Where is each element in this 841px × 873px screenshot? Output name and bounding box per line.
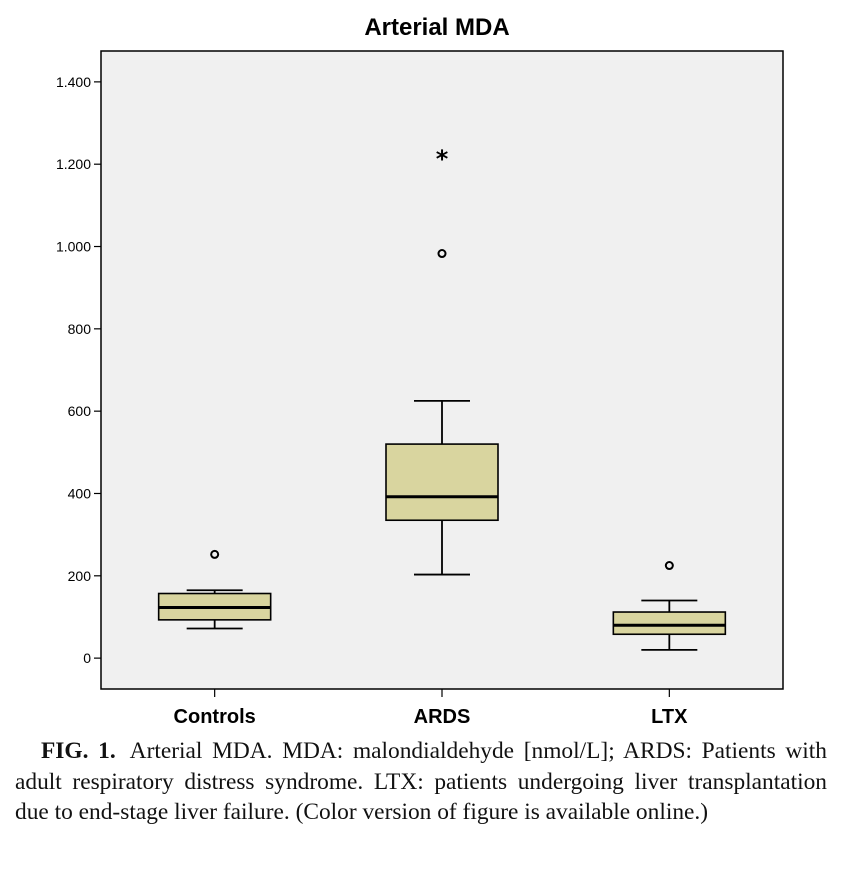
- y-tick-label: 1.400: [56, 74, 91, 90]
- plot-area: [100, 50, 784, 690]
- box-iqr: [385, 443, 499, 522]
- outlier-circle: [437, 249, 447, 259]
- x-category-label: ARDS: [414, 706, 471, 728]
- box-controls: [157, 549, 272, 630]
- box-ards: *: [385, 145, 499, 576]
- figure-caption: FIG. 1. Arterial MDA. MDA: malondialdehyd…: [15, 736, 827, 828]
- y-tick-label: 1.000: [56, 239, 91, 255]
- caption-label: FIG. 1.: [41, 738, 116, 764]
- y-tick-label: 400: [68, 485, 92, 501]
- y-axis: 0 200 400 600 800 1.000 1.200 1.400: [56, 74, 101, 666]
- outlier-circle: [664, 561, 674, 571]
- y-tick-label: 200: [68, 568, 92, 584]
- y-tick-label: 0: [83, 650, 91, 666]
- x-category-label: Controls: [174, 706, 256, 728]
- box-plot-chart: Arterial MDA 0 200 400 600 800 1.000 1.200 1.40…: [56, 14, 784, 728]
- y-tick-label: 800: [68, 321, 92, 337]
- box-iqr: [612, 611, 727, 636]
- y-tick-label: 1.200: [56, 156, 91, 172]
- boxes-group: *: [157, 145, 727, 651]
- x-category-label: LTX: [651, 706, 688, 728]
- chart-figure: Arterial MDA 0 200 400 600 800 1.000 1.200 1.40…: [56, 14, 784, 728]
- box-ltx: [612, 561, 727, 651]
- outlier-extreme-star: *: [436, 145, 449, 173]
- chart-title: Arterial MDA: [364, 14, 509, 41]
- outlier-circle: [210, 549, 220, 559]
- caption-text: Arterial MDA. MDA: malondialdehyde [nmol…: [15, 738, 827, 825]
- x-axis: Controls ARDS LTX: [174, 689, 688, 728]
- y-tick-label: 600: [68, 403, 92, 419]
